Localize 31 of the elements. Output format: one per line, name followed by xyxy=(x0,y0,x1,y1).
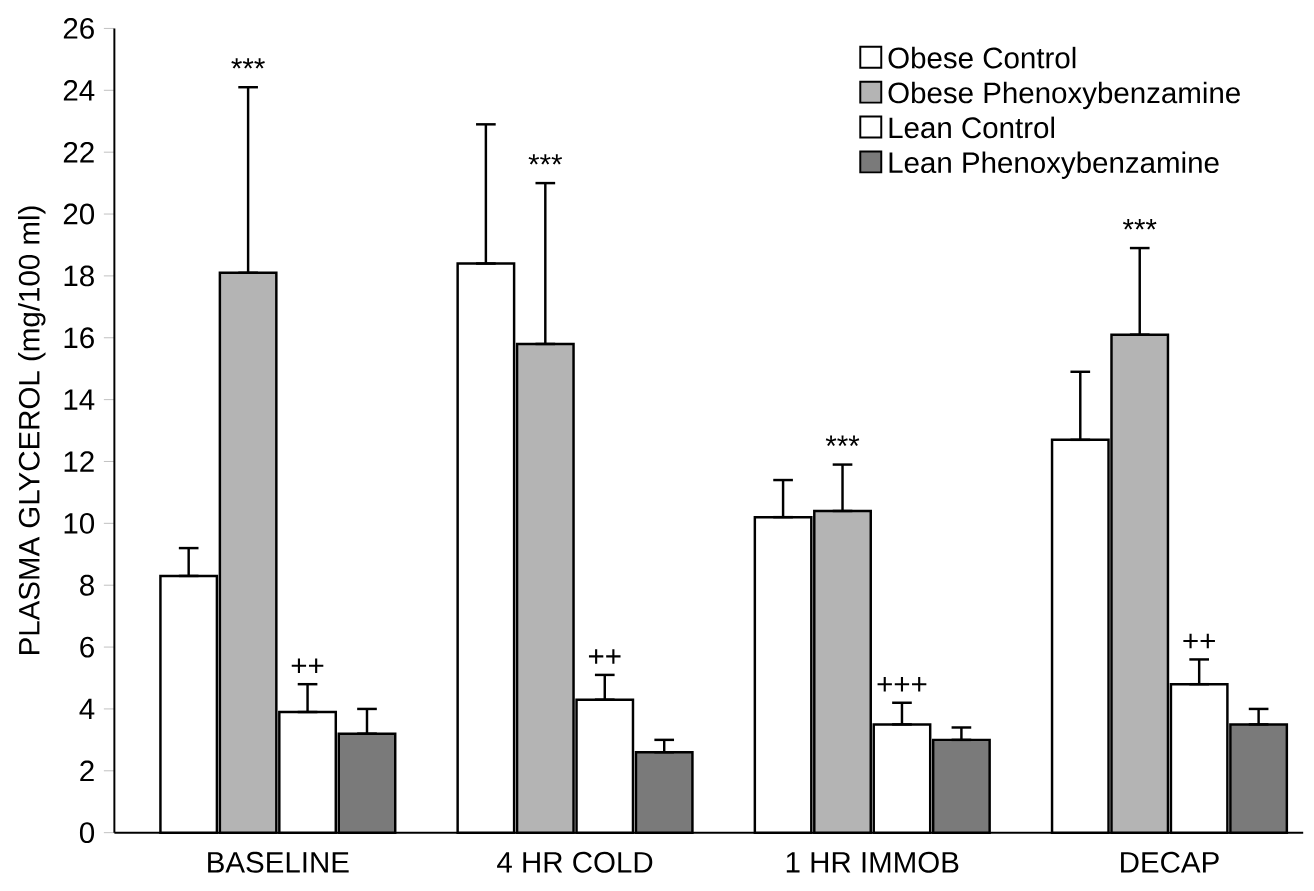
annotation: *** xyxy=(1122,219,1157,230)
y-tick-label: 18 xyxy=(64,265,94,287)
y-axis-title: PLASMA GLYCEROL (mg/100 ml) xyxy=(18,206,46,655)
y-tick-label: 6 xyxy=(80,636,94,658)
y-tick-label: 0 xyxy=(79,822,95,844)
y-tick-label: 4 xyxy=(79,698,95,720)
x-tick-label: DECAP xyxy=(1121,851,1219,873)
annotation: +++ xyxy=(877,677,927,692)
annotation: *** xyxy=(528,154,563,165)
y-tick-label: 12 xyxy=(64,451,94,472)
x-tick-label: BASELINE xyxy=(208,851,349,873)
annotation: ++ xyxy=(588,649,621,664)
legend-label: Obese Phenoxybenzamine xyxy=(888,81,1240,110)
y-tick-label: 16 xyxy=(64,327,94,349)
y-tick-label: 10 xyxy=(64,513,95,534)
y-tick-label: 8 xyxy=(80,574,94,596)
annotation: ++ xyxy=(1183,633,1215,649)
y-tick-label: 26 xyxy=(63,18,94,39)
y-tick-label: 14 xyxy=(64,389,95,410)
y-tick-label: 24 xyxy=(63,80,95,101)
y-tick-label: 20 xyxy=(63,203,95,225)
y-tick-label: 2 xyxy=(80,760,94,782)
legend-label: Lean Control xyxy=(889,116,1055,139)
y-tick-label: 22 xyxy=(63,142,94,163)
x-tick-label: 1 HR IMMOB xyxy=(786,851,959,873)
x-tick-label: 4 HR COLD xyxy=(497,851,653,873)
legend-label: Obese Control xyxy=(888,46,1076,69)
annotation: *** xyxy=(231,58,265,69)
annotation: ++ xyxy=(291,658,324,674)
annotation: *** xyxy=(825,435,860,447)
legend-label: Lean Phenoxybenzamine xyxy=(889,151,1219,180)
